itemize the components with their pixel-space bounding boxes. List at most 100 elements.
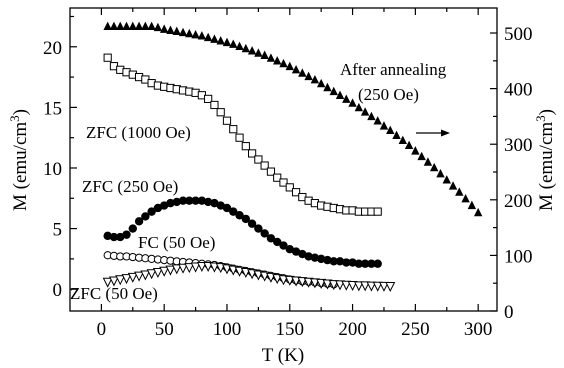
point-s2-15: [197, 196, 207, 205]
point-s0-28: [279, 58, 288, 68]
point-s0-22: [241, 43, 251, 53]
point-s0-18: [216, 36, 225, 45]
x-axis-label: T (K): [262, 345, 304, 366]
point-s0-21: [235, 41, 244, 51]
point-s0-52: [430, 162, 439, 172]
point-s2-14: [191, 196, 200, 205]
point-s0-15: [197, 31, 207, 40]
x-tick-label-1: 50: [155, 319, 174, 340]
point-s0-13: [185, 28, 194, 38]
point-s4-6: [140, 270, 151, 281]
point-s2-25: [260, 229, 269, 238]
point-s0-51: [423, 157, 433, 166]
point-s2-43: [373, 259, 382, 268]
point-s0-1: [109, 21, 119, 31]
point-s1-22: [241, 142, 250, 151]
point-s0-50: [417, 151, 426, 161]
point-s2-0: [103, 231, 112, 241]
point-s2-11: [172, 197, 181, 207]
point-s2-39: [348, 258, 357, 267]
point-s0-29: [285, 61, 294, 71]
point-s4-39: [347, 280, 358, 292]
point-s0-25: [260, 50, 269, 59]
x-tick-label-2: 100: [213, 319, 242, 340]
annotation-zfc-50: ZFC (50 Oe): [70, 284, 158, 303]
point-s4-45: [385, 281, 396, 292]
left-axis-label: M (emu/cm3): [7, 109, 31, 211]
point-s4-15: [196, 261, 207, 272]
point-s1-43: [373, 207, 382, 216]
point-s0-38: [342, 94, 351, 103]
point-s4-33: [309, 278, 320, 289]
point-s0-45: [386, 125, 395, 135]
plot-frame: [69, 7, 498, 312]
point-s2-24: [254, 224, 263, 233]
point-s0-2: [116, 21, 125, 31]
point-s4-31: [297, 277, 308, 288]
point-s2-23: [247, 219, 257, 228]
point-s0-36: [329, 86, 338, 96]
y-left-tick-label-4: 20: [43, 38, 62, 59]
y-right-tick-label-1: 100: [504, 246, 533, 267]
arrow-right-icon: [416, 129, 450, 137]
point-s1-18: [216, 108, 225, 117]
point-s4-9: [159, 266, 170, 277]
point-s2-7: [147, 207, 156, 216]
point-s4-28: [278, 275, 289, 286]
point-s2-4: [128, 224, 137, 233]
point-s0-6: [141, 21, 150, 31]
data-marks: [102, 21, 483, 292]
point-s4-29: [284, 275, 295, 286]
y-right-tick-label-5: 500: [504, 24, 533, 45]
point-s0-11: [172, 26, 181, 36]
left-axis-label-close: ): [10, 109, 31, 115]
point-s4-44: [378, 281, 389, 292]
point-s2-35: [323, 255, 332, 265]
series-1: [103, 53, 382, 216]
point-s2-21: [235, 211, 244, 220]
point-s2-27: [273, 237, 282, 247]
point-s2-12: [178, 196, 188, 205]
right-axis-label-close: ): [536, 109, 557, 115]
annotation-zfc-1000: ZFC (1000 Oe): [86, 123, 191, 142]
point-s0-43: [373, 116, 382, 125]
point-s0-34: [316, 78, 326, 88]
point-s2-41: [360, 259, 370, 268]
point-s0-30: [291, 65, 301, 74]
point-s1-0: [103, 53, 112, 62]
y-right-tick-label-0: 0: [504, 302, 514, 323]
point-s4-5: [134, 271, 145, 282]
point-s1-23: [248, 149, 257, 158]
point-s2-34: [316, 254, 326, 264]
point-s0-7: [147, 21, 156, 31]
point-s4-35: [322, 279, 333, 290]
point-s4-32: [303, 277, 314, 288]
point-s0-59: [473, 207, 483, 217]
x-tick-label-5: 250: [401, 319, 430, 340]
point-s2-38: [342, 258, 351, 267]
annotation-zfc-250: ZFC (250 Oe): [82, 177, 178, 196]
point-s4-34: [316, 278, 327, 289]
point-s0-5: [134, 21, 144, 31]
point-s0-32: [304, 71, 313, 81]
point-s4-16: [203, 261, 214, 272]
point-s0-54: [442, 175, 451, 184]
point-s0-55: [448, 181, 458, 190]
x-tick-label-0: 0: [97, 319, 107, 340]
point-s0-12: [178, 27, 188, 37]
point-s1-17: [210, 100, 219, 110]
point-s0-16: [203, 32, 213, 42]
right-axis-label: M (emu/cm3): [533, 109, 557, 211]
point-s2-40: [354, 259, 364, 268]
point-s2-3: [122, 230, 131, 239]
point-s0-14: [191, 29, 200, 39]
point-s0-10: [166, 25, 175, 34]
point-s0-23: [247, 46, 257, 55]
point-s0-53: [436, 168, 445, 178]
series-2: [103, 196, 382, 268]
point-s2-36: [329, 257, 338, 266]
point-s4-41: [360, 281, 371, 292]
point-s1-27: [273, 173, 282, 182]
point-s4-11: [171, 264, 182, 275]
point-s4-2: [115, 275, 126, 286]
